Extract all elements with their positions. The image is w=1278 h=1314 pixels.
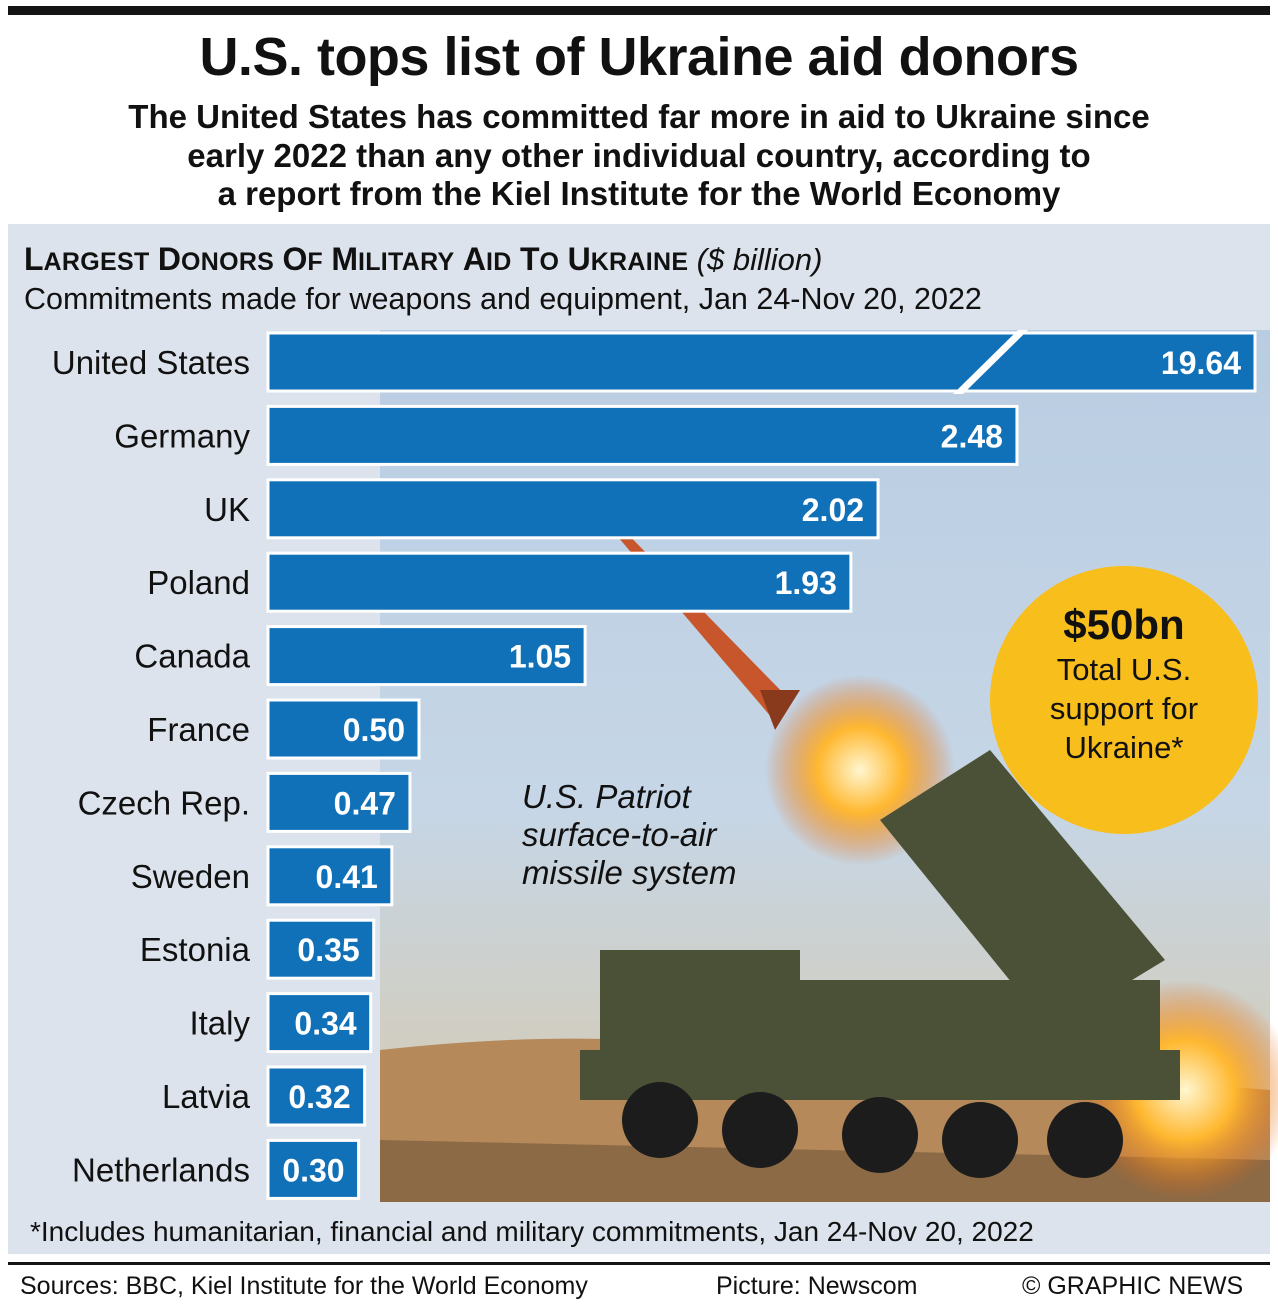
- value-label: 1.05: [509, 639, 571, 675]
- value-label: 0.34: [294, 1006, 356, 1042]
- value-label: 0.35: [297, 932, 359, 968]
- value-label: 2.48: [941, 418, 1003, 454]
- subheadline-line: a report from the Kiel Institute for the…: [217, 175, 1061, 212]
- callout-line: Ukraine*: [1064, 730, 1184, 765]
- callout-line: Total U.S.: [1056, 652, 1192, 687]
- copyright-credit: © GRAPHIC NEWS: [1022, 1272, 1244, 1300]
- value-label: 19.64: [1161, 345, 1241, 381]
- bar: [266, 551, 853, 613]
- sources-credit: Sources: BBC, Kiel Institute for the Wor…: [20, 1272, 588, 1300]
- value-label: 1.93: [775, 565, 837, 601]
- chart-unit: ($ billion): [696, 242, 823, 277]
- bar: [266, 918, 376, 980]
- value-label: 0.47: [334, 785, 396, 821]
- subheadline-line: The United States has committed far more…: [128, 98, 1150, 135]
- headline: U.S. tops list of Ukraine aid donors: [199, 27, 1079, 87]
- bottom-rule: [8, 1262, 1270, 1265]
- category-label: Latvia: [162, 1078, 251, 1115]
- category-label: Italy: [189, 1005, 250, 1042]
- value-label: 0.30: [282, 1152, 344, 1188]
- value-label: 0.32: [288, 1079, 350, 1115]
- bar: [266, 845, 394, 907]
- bar: [266, 1065, 367, 1127]
- photo-caption-line: surface-to-air: [522, 816, 717, 853]
- bar-series: United States 19.64 Germany 2.48 UK 2.02 Polan…: [52, 330, 1257, 1200]
- value-label: 0.41: [316, 859, 378, 895]
- top-rule: [8, 6, 1270, 15]
- picture-credit: Picture: Newscom: [716, 1272, 918, 1300]
- callout-line: support for: [1049, 691, 1199, 726]
- total-support-callout: $50bn Total U.S. support for Ukraine*: [990, 566, 1258, 834]
- category-label: United States: [52, 344, 250, 381]
- category-label: UK: [204, 491, 250, 528]
- bar: [266, 331, 1257, 393]
- bar: [266, 771, 412, 833]
- photo-caption-line: missile system: [522, 854, 737, 891]
- bar: [266, 1138, 361, 1200]
- bar: [266, 625, 587, 687]
- bar: [266, 478, 880, 540]
- category-label: France: [147, 711, 250, 748]
- photo-caption-line: U.S. Patriot: [522, 778, 691, 815]
- axis-break-mark: [953, 330, 1028, 394]
- category-label: Czech Rep.: [78, 784, 250, 821]
- bar: [266, 404, 1019, 466]
- subheadline-line: early 2022 than any other individual cou…: [187, 136, 1091, 174]
- value-label: 2.02: [802, 492, 864, 528]
- chart-subtitle: Commitments made for weapons and equipme…: [24, 282, 982, 316]
- photo-caption: U.S. Patriot surface-to-air missile syst…: [522, 778, 737, 892]
- category-label: Poland: [147, 564, 250, 601]
- subheadline: The United States has committed far more…: [60, 98, 1218, 214]
- category-label: Netherlands: [72, 1151, 250, 1188]
- bar: [266, 992, 373, 1054]
- category-label: Germany: [114, 417, 250, 454]
- footnote: *Includes humanitarian, financial and mi…: [30, 1216, 1034, 1247]
- chart-title: LARGEST DONORS OF MILITARY AID TO UKRAIN…: [24, 241, 823, 277]
- callout-amount: $50bn: [1063, 601, 1185, 648]
- bar: [266, 698, 421, 760]
- category-label: Sweden: [131, 858, 250, 895]
- category-label: Canada: [134, 638, 250, 675]
- value-label: 0.50: [343, 712, 405, 748]
- category-label: Estonia: [140, 931, 251, 968]
